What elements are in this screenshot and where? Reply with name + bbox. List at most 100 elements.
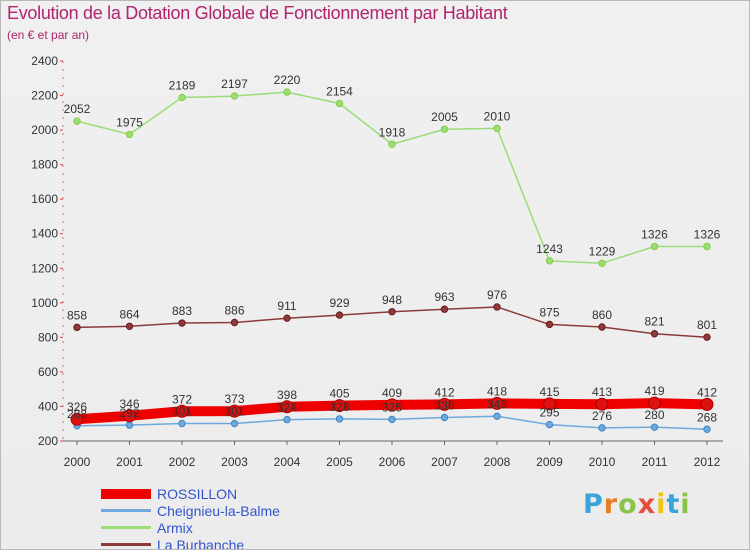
logo-letter: t xyxy=(666,489,681,520)
data-labels-layer: 2052 1975 2189 2197 2220 2154 1918 2005 2010 1243… xyxy=(64,73,721,424)
data-point-rossillon xyxy=(648,396,661,410)
data-point-rossillon xyxy=(543,397,556,411)
data-label-burbanche: 801 xyxy=(697,318,717,332)
data-label-rossillon: 409 xyxy=(382,386,402,400)
data-point-cheignieu xyxy=(230,419,239,428)
data-label-armix: 1918 xyxy=(379,125,406,139)
data-label-burbanche: 911 xyxy=(277,299,296,313)
y-tick-label: 800 xyxy=(38,330,58,344)
data-point-rossillon xyxy=(700,397,714,411)
data-point-armix xyxy=(650,242,659,251)
data-label-armix: 2189 xyxy=(169,78,196,92)
data-point-cheignieu xyxy=(283,415,291,424)
data-point-armix xyxy=(73,117,81,125)
data-label-rossillon: 418 xyxy=(487,384,507,398)
data-point-armix xyxy=(125,130,134,139)
data-point-armix xyxy=(545,257,554,265)
y-tick-label: 400 xyxy=(38,399,58,413)
data-label-armix: 2197 xyxy=(221,77,248,91)
data-label-burbanche: 976 xyxy=(487,288,507,302)
data-label-cheignieu: 280 xyxy=(644,408,664,422)
legend: ROSSILLON Cheignieu-la-Balme Armix La Bu… xyxy=(101,485,280,549)
data-point-rossillon xyxy=(595,397,609,411)
data-point-cheignieu xyxy=(650,423,659,431)
data-point-armix xyxy=(493,124,501,133)
legend-item-cheignieu: Cheignieu-la-Balme xyxy=(101,502,280,519)
x-tick-label: 2012 xyxy=(694,455,721,469)
data-point-burbanche xyxy=(545,320,554,329)
data-point-rossillon xyxy=(385,398,399,412)
series-layer xyxy=(70,88,714,433)
chart-subtitle: (en € et par an) xyxy=(7,28,90,42)
data-label-armix: 1975 xyxy=(116,115,143,129)
data-label-burbanche: 883 xyxy=(172,304,192,318)
data-label-burbanche: 886 xyxy=(224,304,244,318)
data-point-armix xyxy=(178,93,186,102)
data-point-cheignieu xyxy=(598,424,606,432)
data-point-cheignieu xyxy=(440,413,449,422)
data-label-cheignieu: 301 xyxy=(172,405,192,419)
data-label-rossillon: 326 xyxy=(67,400,87,414)
data-point-armix xyxy=(440,125,449,133)
data-label-rossillon: 405 xyxy=(329,387,349,401)
y-tick-label: 200 xyxy=(38,434,58,448)
data-point-burbanche xyxy=(73,323,81,332)
x-tick-label: 2011 xyxy=(642,455,668,469)
x-tick-label: 2004 xyxy=(274,455,301,469)
data-label-burbanche: 864 xyxy=(119,307,139,321)
data-label-burbanche: 875 xyxy=(539,305,559,319)
y-tick-label: 1600 xyxy=(31,192,58,206)
data-point-armix xyxy=(283,88,291,96)
x-tick-label: 2005 xyxy=(326,455,353,469)
x-tick-label: 2010 xyxy=(589,455,616,469)
legend-label-armix: Armix xyxy=(157,519,193,536)
data-label-armix: 2154 xyxy=(326,84,353,98)
legend-swatch-burbanche xyxy=(101,543,151,546)
data-label-rossillon: 372 xyxy=(172,392,192,406)
data-label-armix: 2220 xyxy=(274,73,301,87)
data-point-armix xyxy=(335,99,344,108)
data-point-cheignieu xyxy=(335,415,344,423)
data-label-rossillon: 419 xyxy=(644,384,664,398)
axes: 200 400 600 800 1000 1200 1400 1600 1800 2000 2200… xyxy=(31,54,723,469)
data-label-armix: 1326 xyxy=(694,228,721,242)
data-point-cheignieu xyxy=(493,412,501,420)
x-tick-label: 2002 xyxy=(169,455,196,469)
data-label-rossillon: 398 xyxy=(277,388,297,402)
data-point-rossillon xyxy=(70,412,84,426)
data-point-burbanche xyxy=(650,330,659,338)
data-point-rossillon xyxy=(438,397,451,411)
data-point-burbanche xyxy=(178,319,186,327)
data-label-cheignieu: 301 xyxy=(224,405,244,419)
data-point-burbanche xyxy=(703,333,711,341)
data-point-rossillon xyxy=(228,404,241,418)
proxiti-logo: Proxiti xyxy=(583,489,691,520)
data-point-cheignieu xyxy=(545,420,554,429)
y-tick-label: 2400 xyxy=(31,54,58,68)
data-label-cheignieu: 292 xyxy=(119,406,139,420)
x-tick-label: 2009 xyxy=(536,455,563,469)
data-label-rossillon: 346 xyxy=(119,397,139,411)
x-tick-label: 2008 xyxy=(484,455,511,469)
legend-label-cheignieu: Cheignieu-la-Balme xyxy=(157,502,280,519)
data-point-armix xyxy=(388,140,396,148)
logo-letter: i xyxy=(680,489,691,520)
data-label-rossillon: 413 xyxy=(592,385,612,399)
legend-swatch-rossillon xyxy=(101,488,151,499)
data-point-burbanche xyxy=(335,311,344,319)
data-point-armix xyxy=(230,92,239,100)
data-point-armix xyxy=(598,259,606,267)
data-point-cheignieu xyxy=(125,421,134,429)
data-point-burbanche xyxy=(125,322,134,331)
data-label-burbanche: 858 xyxy=(67,308,87,322)
data-point-burbanche xyxy=(598,323,606,331)
data-point-rossillon xyxy=(280,400,294,414)
x-tick-label: 2001 xyxy=(116,455,143,469)
data-label-cheignieu: 336 xyxy=(434,399,454,413)
data-label-cheignieu: 324 xyxy=(277,401,297,415)
data-point-rossillon xyxy=(333,399,346,413)
data-label-armix: 1229 xyxy=(589,244,616,258)
data-label-burbanche: 821 xyxy=(644,315,664,329)
